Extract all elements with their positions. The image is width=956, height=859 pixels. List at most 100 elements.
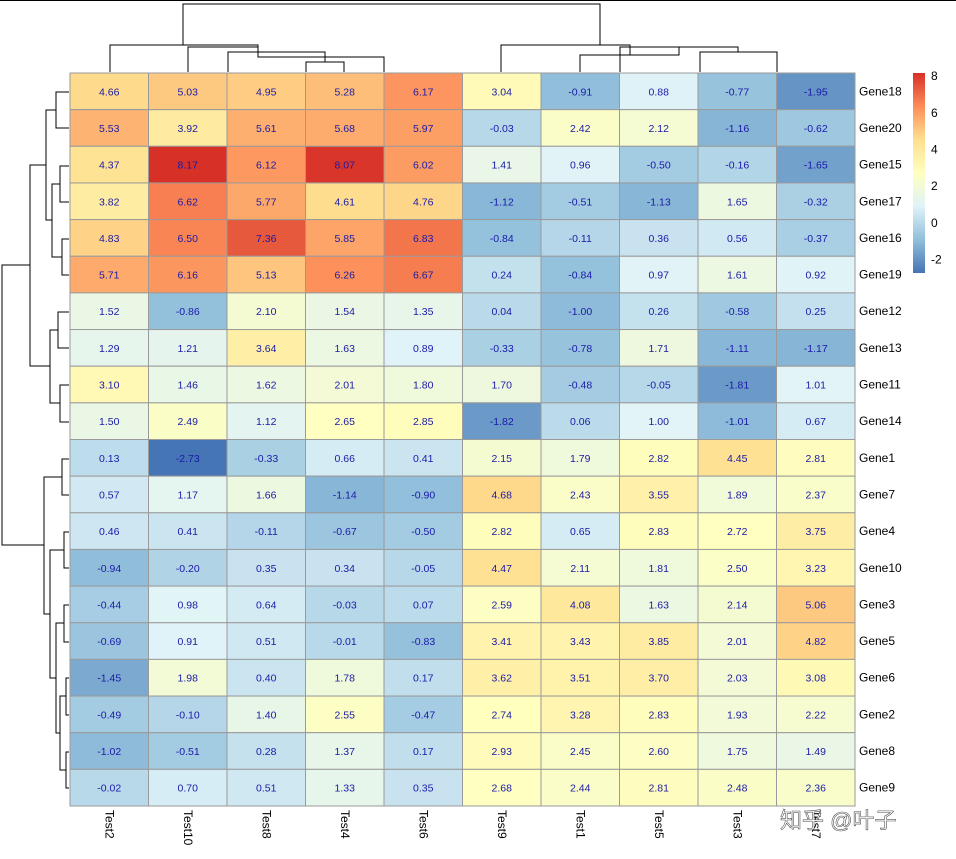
cell-value-label: -1.17 — [804, 343, 828, 355]
cell-value-label: -1.45 — [97, 673, 121, 685]
legend-tick-label: 2 — [931, 179, 938, 193]
heatmap-cell — [305, 439, 385, 477]
cell-value-label: 1.21 — [178, 343, 199, 355]
cell-value-label: 0.13 — [99, 453, 120, 465]
heatmap-cell — [226, 512, 306, 550]
heatmap-cell — [697, 219, 777, 257]
cell-value-label: -2.73 — [176, 453, 200, 465]
heatmap-cell — [697, 732, 777, 770]
heatmap-cell — [776, 145, 856, 184]
heatmap-cell — [776, 548, 856, 587]
cell-value-label: 4.76 — [413, 196, 434, 208]
cell-value-label: 0.56 — [727, 233, 748, 245]
heatmap-cell — [69, 219, 149, 257]
cell-value-label: 1.78 — [335, 673, 356, 685]
cell-value-label: 5.77 — [256, 196, 277, 208]
heatmap-cell — [148, 292, 228, 331]
heatmap-cell — [305, 182, 385, 221]
cell-value-label: 2.14 — [727, 599, 748, 611]
heatmap-cell — [540, 732, 620, 770]
cell-value-label: 0.41 — [178, 526, 199, 538]
cell-value-label: 3.08 — [806, 673, 827, 685]
heatmap-cell — [540, 585, 620, 624]
heatmap-cell — [305, 255, 385, 294]
cell-value-label: 0.51 — [256, 636, 277, 648]
heatmap-cell — [148, 548, 228, 587]
row-label: Gene16 — [859, 231, 902, 245]
column-label: Test2 — [102, 810, 116, 839]
row-dendro-branch — [55, 91, 69, 129]
cell-value-label: 0.26 — [649, 306, 670, 318]
heatmap-cell — [226, 768, 306, 807]
cell-value-label: -1.11 — [726, 343, 749, 355]
cell-value-label: 3.43 — [570, 636, 591, 648]
cell-value-label: 0.96 — [570, 160, 591, 172]
cell-value-label: -0.77 — [725, 86, 749, 98]
heatmap-cell — [540, 219, 620, 257]
cell-value-label: -1.02 — [97, 746, 121, 758]
heatmap-cell — [697, 768, 777, 807]
row-label: Gene14 — [859, 414, 902, 428]
heatmap-cell — [540, 365, 620, 404]
cell-value-label: 5.68 — [335, 123, 356, 135]
cell-value-label: 3.10 — [99, 380, 120, 392]
heatmap-cells: 4.66 5.03 4.95 5.28 6.17 3.04 -0.91 0.88 -0.77 -1… — [69, 72, 856, 807]
cell-value-label: 1.46 — [178, 380, 199, 392]
cell-value-label: 6.83 — [413, 233, 434, 245]
column-label: Test4 — [338, 810, 352, 839]
heatmap-cell — [383, 255, 463, 294]
cell-value-label: 2.37 — [806, 489, 827, 501]
cell-value-label: -0.10 — [176, 709, 200, 721]
row-label: Gene3 — [859, 597, 895, 611]
heatmap-cell — [776, 72, 856, 111]
heatmap-cell — [383, 182, 463, 221]
legend-tick-label: 4 — [931, 143, 938, 157]
cell-value-label: 1.40 — [256, 709, 277, 721]
heatmap-cell — [697, 182, 777, 221]
heatmap-cell — [462, 512, 542, 550]
cell-value-label: 2.82 — [492, 526, 513, 538]
cell-value-label: 7.36 — [256, 233, 277, 245]
row-dendro-root — [1, 264, 44, 546]
legend-colorbar — [913, 73, 925, 273]
heatmap-cell — [69, 695, 149, 734]
cell-value-label: 3.23 — [806, 563, 827, 575]
cell-value-label: 5.13 — [256, 270, 277, 282]
cell-value-label: 0.40 — [256, 673, 277, 685]
cell-value-label: -0.03 — [333, 599, 357, 611]
cell-value-label: -0.58 — [725, 306, 749, 318]
heatmap-cell — [69, 365, 149, 404]
cell-value-label: -1.81 — [725, 380, 749, 392]
cell-value-label: 1.41 — [492, 160, 513, 172]
cell-value-label: 4.83 — [99, 233, 120, 245]
heatmap-cell — [540, 475, 620, 514]
row-label: Gene18 — [859, 84, 902, 98]
cell-value-label: 6.50 — [178, 233, 199, 245]
heatmap-cell — [776, 255, 856, 294]
cell-value-label: -0.50 — [411, 526, 435, 538]
heatmap-cell — [697, 109, 777, 147]
heatmap-cell — [619, 292, 699, 331]
heatmap-cell — [226, 219, 306, 257]
cell-value-label: 4.82 — [806, 636, 827, 648]
cell-value-label: -0.84 — [568, 270, 592, 282]
cell-value-label: 2.50 — [727, 563, 748, 575]
cell-value-label: -0.78 — [568, 343, 592, 355]
cell-value-label: 3.75 — [806, 526, 827, 538]
cell-value-label: 4.68 — [492, 489, 513, 501]
cell-value-label: 1.29 — [99, 343, 120, 355]
heatmap-cell — [619, 695, 699, 734]
row-label: Gene6 — [859, 671, 895, 685]
cell-value-label: 2.48 — [727, 783, 748, 795]
cell-value-label: 3.85 — [649, 636, 670, 648]
heatmap-cell — [462, 72, 542, 111]
cell-value-label: -0.32 — [804, 196, 828, 208]
column-labels: Test2 Test10 Test8 Test4 Test6 Test9 Test1 Test… — [102, 810, 823, 846]
heatmap-cell — [697, 512, 777, 550]
cell-value-label: 3.62 — [492, 673, 513, 685]
heatmap-cell — [776, 512, 856, 550]
cell-value-label: 1.65 — [727, 196, 748, 208]
cell-value-label: 4.08 — [570, 599, 591, 611]
heatmap-cell — [226, 292, 306, 331]
